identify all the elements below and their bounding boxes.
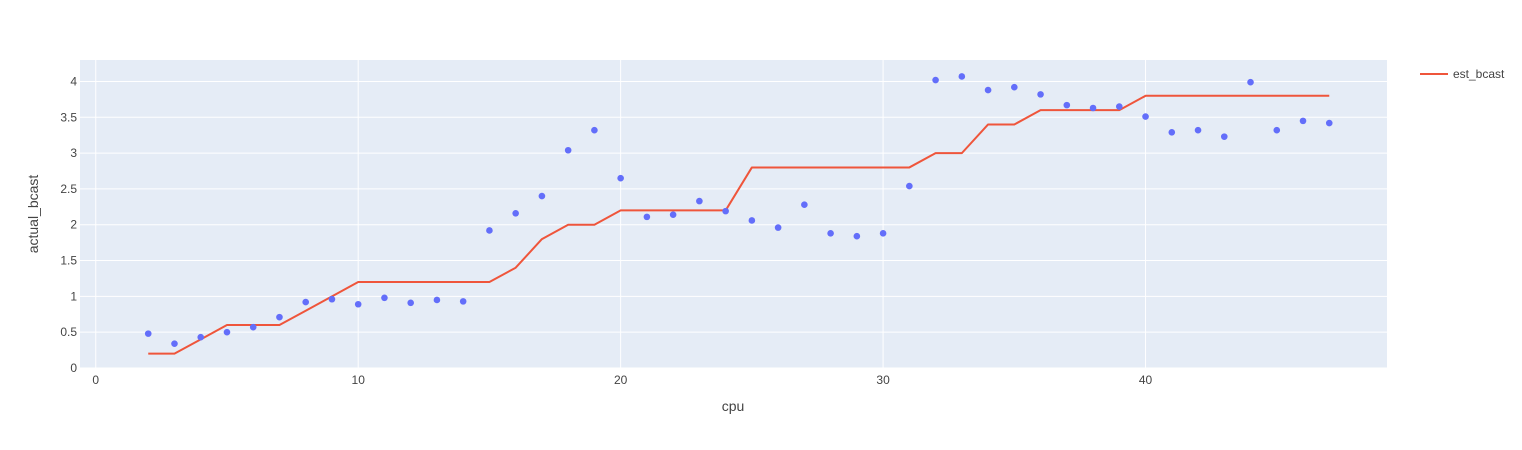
x-tick-label: 40 — [1139, 373, 1153, 387]
actual-bcast-point — [774, 224, 782, 231]
actual-bcast-point — [932, 76, 939, 84]
actual-bcast-point — [696, 197, 703, 205]
actual-bcast-point — [643, 213, 651, 221]
actual-bcast-point — [748, 217, 756, 224]
line-series-layer — [148, 94, 1330, 355]
y-tick-label: 4 — [70, 74, 77, 88]
actual-bcast-point — [958, 73, 966, 80]
actual-bcast-point — [801, 201, 808, 208]
actual-bcast-point — [433, 296, 441, 304]
actual-bcast-point — [1325, 119, 1333, 127]
actual-bcast-point — [354, 300, 362, 308]
x-axis-title: cpu — [722, 398, 745, 414]
actual-bcast-point — [249, 323, 257, 331]
actual-bcast-point — [328, 295, 336, 303]
actual-bcast-point — [486, 227, 493, 234]
y-axis-title: actual_bcast — [25, 175, 41, 254]
actual-bcast-point — [1168, 129, 1176, 136]
actual-bcast-point — [1220, 133, 1228, 140]
y-tick-label: 3.5 — [60, 110, 77, 124]
actual-bcast-point — [197, 333, 205, 341]
actual-bcast-point — [853, 232, 861, 240]
y-tick-label: 0 — [70, 361, 77, 375]
x-tick-label: 0 — [92, 373, 99, 387]
actual-bcast-point — [1142, 113, 1149, 120]
actual-bcast-point — [591, 126, 598, 134]
actual-bcast-point — [171, 340, 178, 347]
actual-bcast-point — [1011, 83, 1018, 91]
actual-bcast-point — [1063, 101, 1071, 109]
actual-bcast-point — [1273, 126, 1281, 134]
tick-labels: 00.511.522.533.540 10 20 30 40 — [60, 74, 1152, 387]
actual-bcast-point — [302, 298, 310, 306]
x-tick-label: 20 — [614, 373, 628, 387]
est-bcast-line — [148, 94, 1330, 355]
actual-bcast-point — [538, 192, 546, 200]
actual-bcast-point — [879, 230, 887, 237]
actual-bcast-point — [669, 211, 677, 219]
actual-bcast-point — [1299, 117, 1307, 125]
marker-series-layer — [144, 73, 1333, 347]
y-tick-label: 3 — [70, 146, 77, 160]
actual-bcast-point — [1037, 91, 1044, 98]
actual-bcast-point — [407, 299, 414, 307]
x-tick-label: 10 — [352, 373, 366, 387]
y-tick-label: 0.5 — [60, 325, 77, 339]
legend[interactable]: est_bcast — [1420, 67, 1505, 81]
x-tick-label: 30 — [876, 373, 890, 387]
actual-bcast-point — [1194, 126, 1202, 134]
actual-bcast-point — [1116, 103, 1123, 110]
actual-bcast-point — [459, 298, 467, 305]
actual-bcast-point — [906, 182, 913, 190]
actual-bcast-point — [564, 146, 572, 154]
y-tick-label: 1.5 — [60, 254, 77, 268]
grid-lines — [80, 60, 1387, 369]
y-tick-label: 1 — [70, 289, 77, 303]
legend-label-est-bcast: est_bcast — [1453, 67, 1505, 81]
actual-bcast-point — [1247, 78, 1254, 86]
actual-bcast-point — [617, 174, 624, 182]
actual-bcast-point — [512, 209, 519, 217]
y-tick-label: 2 — [70, 218, 77, 232]
actual-bcast-point — [722, 207, 729, 215]
actual-bcast-point — [984, 86, 992, 94]
y-tick-label: 2.5 — [60, 182, 77, 196]
actual-bcast-point — [276, 313, 283, 321]
actual-bcast-point — [1089, 104, 1097, 112]
actual-bcast-point — [381, 294, 388, 302]
actual-bcast-point — [827, 230, 834, 237]
plot-background — [80, 60, 1387, 368]
actual-bcast-point — [223, 328, 231, 336]
actual-bcast-point — [144, 330, 152, 337]
